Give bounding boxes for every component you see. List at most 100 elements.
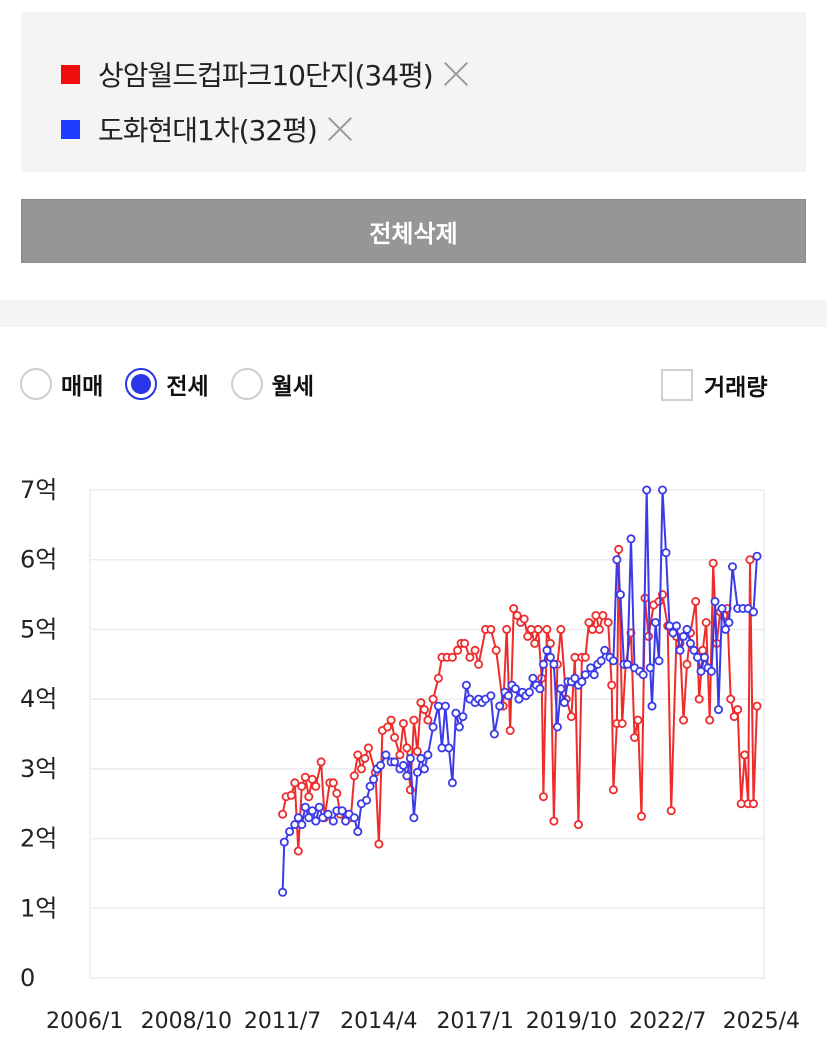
data-point — [353, 750, 363, 760]
y-tick-label: 2억 — [20, 825, 57, 853]
data-point — [728, 562, 738, 572]
data-point — [405, 753, 415, 763]
section-divider — [0, 300, 827, 327]
data-point — [530, 638, 540, 648]
y-tick-label: 0 — [20, 964, 35, 992]
data-point — [700, 652, 710, 662]
data-point — [386, 715, 396, 725]
data-point — [710, 596, 720, 606]
data-point — [503, 691, 513, 701]
compare-item-1: 상암월드컵파크10단지(34평) — [61, 54, 469, 94]
chart-series — [278, 485, 762, 897]
compare-item-label: 상암월드컵파크10단지(34평) — [98, 59, 434, 92]
data-point — [549, 659, 559, 669]
radio-circle-icon[interactable] — [230, 368, 263, 400]
data-point — [752, 551, 762, 561]
data-point — [293, 846, 303, 856]
data-point — [580, 670, 590, 680]
data-point — [726, 694, 736, 704]
data-point — [598, 610, 608, 620]
data-point — [510, 684, 520, 694]
close-icon[interactable] — [443, 61, 469, 87]
data-point — [630, 732, 640, 742]
volume-checkbox[interactable]: 거래량 — [661, 368, 767, 402]
radio-jeonse[interactable]: 전세 — [125, 367, 209, 401]
data-point — [297, 781, 307, 791]
data-point — [402, 771, 412, 781]
data-point — [535, 684, 545, 694]
data-point — [686, 638, 696, 648]
data-point — [365, 781, 375, 791]
data-point — [733, 705, 743, 715]
chart-grid — [89, 489, 765, 979]
data-point — [637, 811, 647, 821]
data-point — [341, 816, 351, 826]
data-point — [633, 715, 643, 725]
x-tick-label: 2022/7 — [629, 1009, 706, 1034]
data-point — [615, 590, 625, 600]
data-point — [285, 827, 295, 837]
data-point — [752, 701, 762, 711]
data-point — [577, 677, 587, 687]
data-point — [675, 645, 685, 655]
data-point — [278, 887, 288, 897]
data-point — [698, 645, 708, 655]
data-point — [390, 757, 400, 767]
data-point — [707, 666, 717, 676]
data-point — [423, 750, 433, 760]
data-point — [398, 760, 408, 770]
data-point — [328, 816, 338, 826]
data-point — [451, 708, 461, 718]
checkbox-icon[interactable] — [661, 369, 693, 401]
data-point — [617, 718, 627, 728]
data-point — [323, 809, 333, 819]
data-point — [717, 603, 727, 613]
data-point — [608, 785, 618, 795]
volume-label: 거래량 — [704, 375, 768, 401]
data-point — [603, 617, 613, 627]
data-point — [524, 687, 534, 697]
radio-sale[interactable]: 매매 — [20, 367, 103, 401]
data-point — [570, 673, 580, 683]
data-point — [556, 684, 566, 694]
series-2 — [278, 485, 762, 897]
delete-all-button[interactable]: 전체삭제 — [21, 199, 806, 263]
data-point — [658, 485, 668, 495]
data-point — [395, 750, 405, 760]
data-point — [486, 691, 496, 701]
x-tick-label: 2019/10 — [526, 1009, 617, 1034]
data-point — [682, 659, 692, 669]
data-point — [721, 624, 731, 634]
data-point — [556, 624, 566, 634]
data-point — [666, 806, 676, 816]
data-point — [360, 753, 370, 763]
data-point — [584, 617, 594, 627]
radio-label: 전세 — [166, 374, 209, 400]
trade-type-radio-group: 매매 전세 월세 — [20, 366, 336, 402]
data-point — [509, 603, 519, 613]
data-point — [444, 743, 454, 753]
data-point — [538, 792, 548, 802]
data-point — [638, 670, 648, 680]
close-icon[interactable] — [327, 116, 353, 142]
compare-list: 상암월드컵파크10단지(34평) 도화현대1차(32평) — [21, 12, 806, 172]
radio-label: 월세 — [271, 374, 314, 400]
data-point — [363, 743, 373, 753]
radio-monthly-rent[interactable]: 월세 — [230, 367, 314, 401]
data-point — [594, 624, 604, 634]
data-point — [608, 656, 618, 666]
y-tick-label: 5억 — [20, 615, 57, 643]
data-point — [533, 624, 543, 634]
data-point — [644, 631, 654, 641]
data-point — [304, 813, 314, 823]
radio-circle-icon[interactable] — [20, 368, 52, 400]
radio-circle-icon[interactable] — [125, 368, 158, 400]
data-point — [512, 610, 522, 620]
data-point — [416, 698, 426, 708]
data-point — [332, 788, 342, 798]
data-point — [679, 631, 689, 641]
x-axis: 2006/1 2008/10 2011/7 2014/4 2017/1 2019/10 20… — [46, 1009, 800, 1034]
data-point — [419, 705, 429, 715]
data-point — [724, 617, 734, 627]
data-point — [549, 816, 559, 826]
